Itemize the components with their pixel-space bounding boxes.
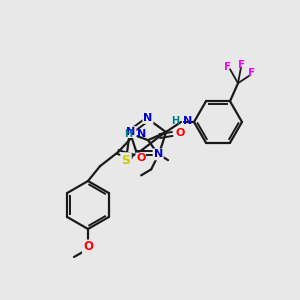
Text: S: S [122,154,130,166]
Text: O: O [136,153,146,163]
Text: N: N [143,113,153,123]
Text: F: F [238,60,246,70]
Text: H: H [124,129,132,139]
Text: O: O [176,128,185,138]
Text: N: N [154,149,163,159]
Text: N: N [126,127,136,137]
Text: H: H [171,116,179,126]
Text: N: N [183,116,192,126]
Text: N: N [137,129,146,139]
Text: O: O [83,241,93,254]
Text: F: F [224,62,232,72]
Text: F: F [248,68,256,78]
